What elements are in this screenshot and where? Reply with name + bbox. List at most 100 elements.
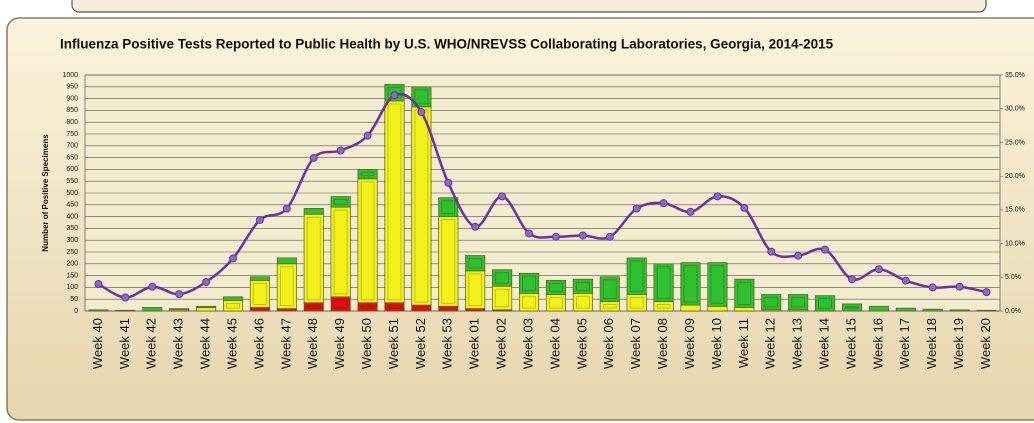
x-tick-label: Week 40: [90, 318, 105, 369]
bar-segment: [357, 169, 378, 180]
bar-bevel: [522, 275, 536, 291]
y-tick-label: 200: [66, 261, 78, 268]
bar-segment: [438, 305, 459, 312]
bar-bevel: [818, 298, 832, 309]
bar-segment: [411, 86, 432, 108]
line-marker: [578, 231, 587, 240]
bar-bevel: [387, 103, 402, 301]
line-marker: [847, 275, 856, 284]
bar-bevel: [683, 265, 698, 303]
x-tick-label: Week 17: [897, 318, 912, 369]
line-marker: [471, 222, 480, 231]
line-marker: [982, 288, 991, 297]
y-tick-label: 700: [66, 143, 78, 150]
bar-bevel: [468, 273, 483, 307]
line: [97, 92, 987, 299]
bar-segment: [734, 307, 755, 312]
bar-segment: [196, 305, 217, 308]
bar-bevel: [791, 297, 806, 308]
bar-bevel: [360, 305, 375, 309]
bar-bevel: [549, 297, 563, 309]
x-tick-label: Week 14: [817, 318, 832, 369]
bar-bevel: [522, 295, 536, 309]
x-tick-label: Week 53: [440, 318, 455, 369]
x-tick-label: Week 43: [171, 318, 186, 369]
y2-tick-label: 15.0%: [1005, 207, 1025, 214]
line-marker: [175, 290, 184, 299]
x-tick-label: Week 02: [494, 318, 509, 369]
bar-segment: [438, 197, 459, 217]
bar-segment: [411, 304, 432, 312]
bar-bevel: [495, 272, 509, 284]
bar-bevel: [387, 305, 402, 309]
bar-segment: [249, 307, 270, 312]
line-marker: [740, 203, 749, 212]
line-marker: [525, 229, 534, 238]
line-marker: [928, 283, 937, 292]
bar-segment: [115, 309, 136, 312]
x-tick-label: Week 44: [198, 318, 213, 369]
y-tick-label: 850: [66, 107, 78, 114]
header-bar: [71, 0, 987, 13]
bar-bevel: [333, 209, 348, 295]
bar-segment: [222, 296, 244, 301]
y2-tick-label: 20.0%: [1005, 173, 1025, 180]
y-tick-label: 450: [66, 202, 78, 209]
x-tick-label: Week 18: [924, 318, 939, 369]
x-tick-label: Week 11: [736, 318, 751, 368]
bar-segment: [465, 255, 486, 272]
y-tick-label: 550: [66, 178, 78, 185]
bar-bevel: [656, 266, 671, 299]
y-tick-label: 250: [66, 249, 78, 256]
y-tick-label: 650: [66, 154, 78, 161]
bar-bevel: [549, 282, 563, 292]
x-tick-label: Week 42: [144, 318, 159, 369]
bar-bevel: [576, 295, 590, 309]
bar-segment: [788, 294, 809, 311]
x-tick-label: Week 13: [790, 318, 805, 369]
bar-segment: [276, 308, 297, 312]
bar-bevel: [737, 281, 752, 305]
x-tick-label: Week 01: [467, 318, 482, 369]
line-marker: [444, 178, 453, 187]
x-tick-label: Week 06: [601, 318, 616, 369]
y2-tick-label: 25.0%: [1005, 139, 1025, 146]
y-tick-label: 0: [74, 308, 78, 315]
bar-segment: [249, 276, 270, 281]
bar-bevel: [306, 216, 321, 301]
x-tick-label: Week 19: [951, 318, 966, 369]
bar-segment: [465, 308, 486, 312]
line-marker: [955, 282, 964, 291]
bar-segment: [572, 278, 593, 294]
line-marker: [417, 108, 426, 117]
bar-segment: [626, 257, 647, 295]
line-marker: [229, 254, 238, 263]
y-tick-label: 600: [66, 166, 78, 173]
bar-bevel: [629, 260, 644, 292]
y-tick-label: 500: [66, 190, 78, 197]
line-marker: [659, 199, 668, 208]
line-marker: [874, 265, 883, 274]
bar-bevel: [360, 171, 375, 177]
bar-segment: [680, 304, 701, 312]
bar-segment: [761, 294, 782, 311]
bar-segment: [492, 269, 513, 287]
line-marker: [282, 204, 291, 213]
bar-bevel: [656, 304, 671, 309]
bar-segment: [922, 308, 943, 312]
y-tick-label: 300: [66, 237, 78, 244]
x-tick-label: Week 41: [117, 318, 132, 369]
y2-tick-label: 5.0%: [1005, 274, 1021, 281]
bar-bevel: [602, 304, 617, 309]
x-tick-label: Week 09: [682, 318, 697, 369]
y-tick-label: 50: [70, 296, 78, 303]
y-tick-label: 150: [66, 272, 78, 279]
line-marker: [148, 282, 157, 291]
bar-segment: [868, 305, 889, 312]
bar-segment: [734, 278, 755, 308]
x-tick-label: Week 15: [843, 318, 858, 369]
bar-bevel: [306, 305, 321, 309]
bar-segment: [707, 262, 728, 307]
bar-segment: [815, 295, 836, 312]
